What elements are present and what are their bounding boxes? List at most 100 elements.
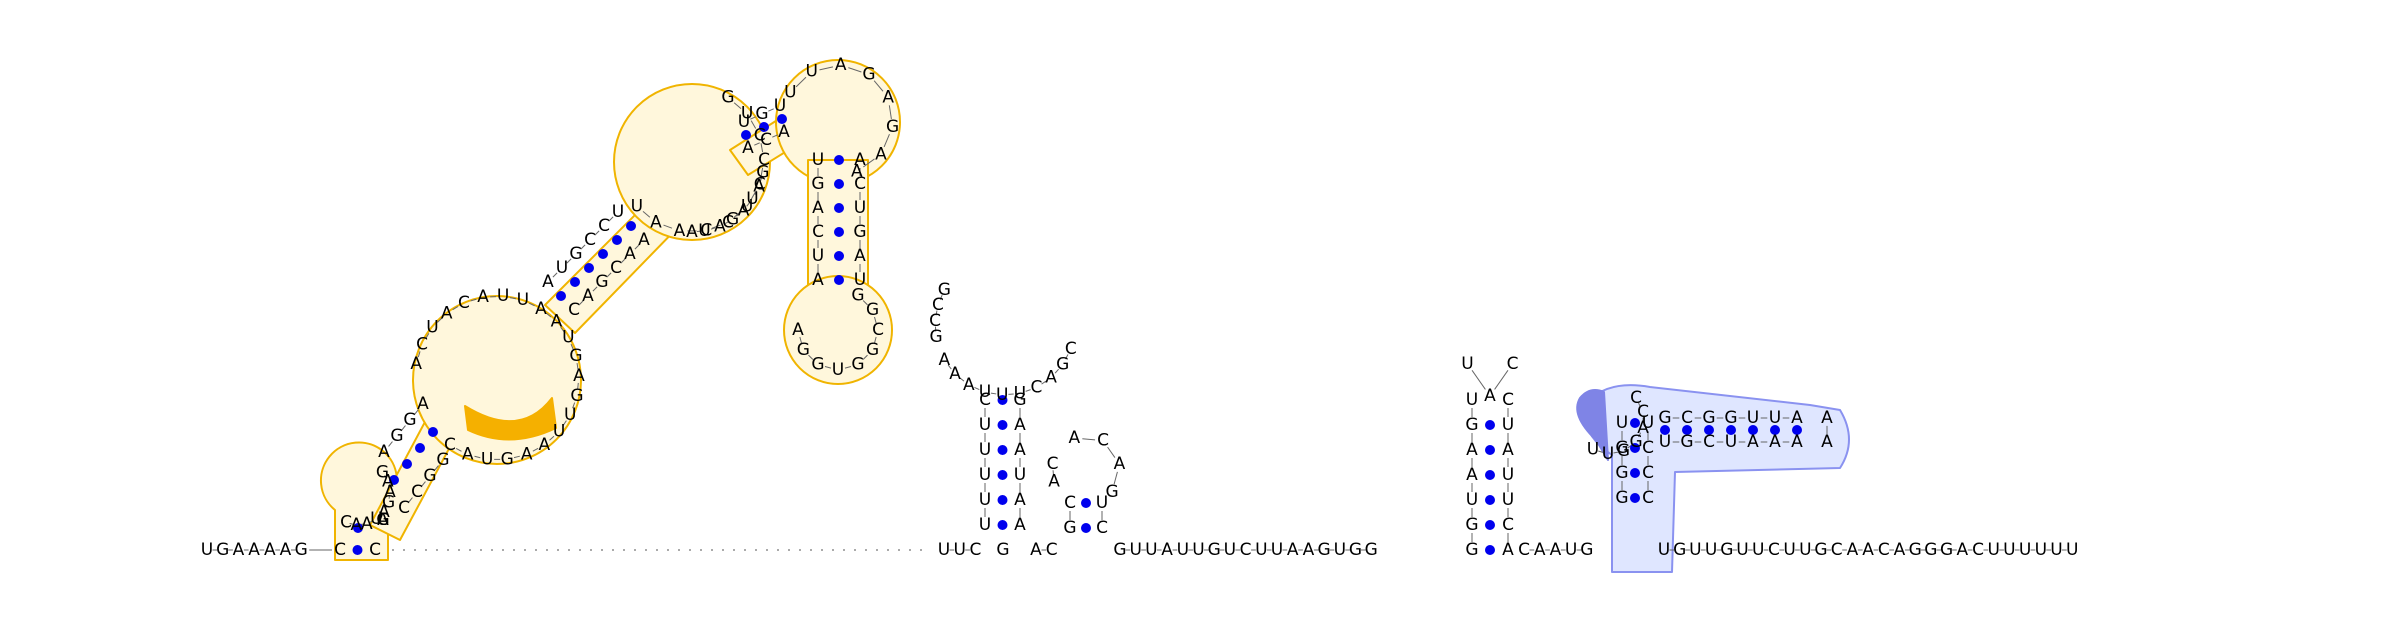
nucleotide-U: U xyxy=(201,540,213,560)
nucleotide-A: A xyxy=(624,244,636,264)
nucleotide-G: G xyxy=(403,410,416,430)
nucleotide-U: U xyxy=(1466,390,1478,410)
nucleotide-C: C xyxy=(1831,540,1843,560)
nucleotide-G: G xyxy=(851,285,864,305)
nucleotide-G: G xyxy=(1724,408,1737,428)
nucleotide-A: A xyxy=(792,320,804,340)
nucleotide-G: G xyxy=(1318,540,1331,560)
nucleotide-U: U xyxy=(1602,444,1614,464)
nucleotide-A: A xyxy=(1303,540,1315,560)
base-pair-dot xyxy=(1081,498,1091,508)
base-pair-dot xyxy=(1485,520,1495,530)
nucleotide-C: C xyxy=(568,300,580,320)
nucleotide-G: G xyxy=(1615,488,1628,508)
nucleotide-G: G xyxy=(996,540,1009,560)
nucleotide-C: C xyxy=(1642,463,1654,483)
nucleotide-A: A xyxy=(738,200,750,220)
nucleotide-A: A xyxy=(535,299,547,319)
nucleotide-A: A xyxy=(1114,454,1126,474)
base-pair-dot xyxy=(1485,445,1495,455)
nucleotide-A: A xyxy=(812,198,824,218)
nucleotide-C: C xyxy=(398,498,410,518)
nucleotide-G: G xyxy=(1814,540,1827,560)
nucleotide-U: U xyxy=(854,198,866,218)
base-pair-dot xyxy=(998,445,1008,455)
nucleotide-A: A xyxy=(638,230,650,250)
nucleotide-G: G xyxy=(1349,540,1362,560)
nucleotide-G: G xyxy=(501,449,514,469)
nucleotide-G: G xyxy=(811,355,824,375)
nucleotide-U: U xyxy=(979,490,991,510)
nucleotide-G: G xyxy=(1580,540,1593,560)
nucleotide-G: G xyxy=(1924,540,1937,560)
base-pair-dot xyxy=(834,227,844,237)
nucleotide-U: U xyxy=(1461,354,1473,374)
nucleotide-G: G xyxy=(295,540,308,560)
nucleotide-C: C xyxy=(1065,339,1077,359)
nucleotide-G: G xyxy=(755,104,768,124)
nucleotide-U: U xyxy=(953,540,965,560)
nucleotide-C: C xyxy=(1642,438,1654,458)
nucleotide-U: U xyxy=(562,328,574,348)
base-pair-dot xyxy=(998,520,1008,530)
nucleotide-C: C xyxy=(598,216,610,236)
nucleotide-G: G xyxy=(866,300,879,320)
nucleotide-C: C xyxy=(1878,540,1890,560)
base-pair-dot xyxy=(1630,468,1640,478)
base-pair-dot xyxy=(998,470,1008,480)
nucleotide-U: U xyxy=(2003,540,2015,560)
base-pair-dot xyxy=(998,495,1008,505)
nucleotide-G: G xyxy=(853,222,866,242)
nucleotide-G: G xyxy=(938,280,951,300)
base-pair-dot xyxy=(834,203,844,213)
nucleotide-U: U xyxy=(979,515,991,535)
nucleotide-U: U xyxy=(979,382,991,402)
nucleotide-A: A xyxy=(875,144,887,164)
nucleotide-U: U xyxy=(497,286,509,306)
nucleotide-G: G xyxy=(1465,540,1478,560)
nucleotide-U: U xyxy=(2019,540,2031,560)
nucleotide-U: U xyxy=(738,112,750,132)
nucleotide-U: U xyxy=(1587,439,1599,459)
nucleotide-A: A xyxy=(417,394,429,414)
base-pair-dot xyxy=(415,443,425,453)
base-pair-dot xyxy=(612,235,622,245)
nucleotide-G: G xyxy=(1658,408,1671,428)
nucleotide-G: G xyxy=(862,65,875,85)
nucleotide-A: A xyxy=(573,366,585,386)
nucleotide-A: A xyxy=(1287,540,1299,560)
nucleotide-A: A xyxy=(233,540,245,560)
nucleotide-A: A xyxy=(521,444,533,464)
base-pair-dot xyxy=(556,291,566,301)
nucleotide-A: A xyxy=(1466,465,1478,485)
nucleotide-U: U xyxy=(812,246,824,266)
nucleotide-C: C xyxy=(444,435,456,455)
nucleotide-U: U xyxy=(631,196,643,216)
nucleotide-U: U xyxy=(1271,540,1283,560)
nucleotide-A: A xyxy=(1821,408,1833,428)
nucleotide-U: U xyxy=(1224,540,1236,560)
base-pair-dot xyxy=(1081,523,1091,533)
nucleotide-A: A xyxy=(686,222,698,242)
nucleotide-C: C xyxy=(610,258,622,278)
nucleotide-A: A xyxy=(1014,515,1026,535)
nucleotide-A: A xyxy=(1956,540,1968,560)
nucleotide-U: U xyxy=(1502,465,1514,485)
nucleotide-U: U xyxy=(832,360,844,380)
nucleotide-G: G xyxy=(811,174,824,194)
nucleotide-C: C xyxy=(1502,390,1514,410)
nucleotide-A: A xyxy=(650,212,662,232)
base-pair-dot xyxy=(834,155,844,165)
nucleotide-G: G xyxy=(1702,408,1715,428)
nucleotide-U: U xyxy=(1255,540,1267,560)
base-pair-dot xyxy=(834,179,844,189)
nucleotide-G: G xyxy=(1909,540,1922,560)
nucleotide-C: C xyxy=(458,293,470,313)
nucleotide-A: A xyxy=(1862,540,1874,560)
nucleotide-A: A xyxy=(280,540,292,560)
nucleotide-U: U xyxy=(805,62,817,82)
base-pair-dot xyxy=(626,221,636,231)
nucleotide-C: C xyxy=(700,221,712,241)
nucleotide-A: A xyxy=(1550,540,1562,560)
